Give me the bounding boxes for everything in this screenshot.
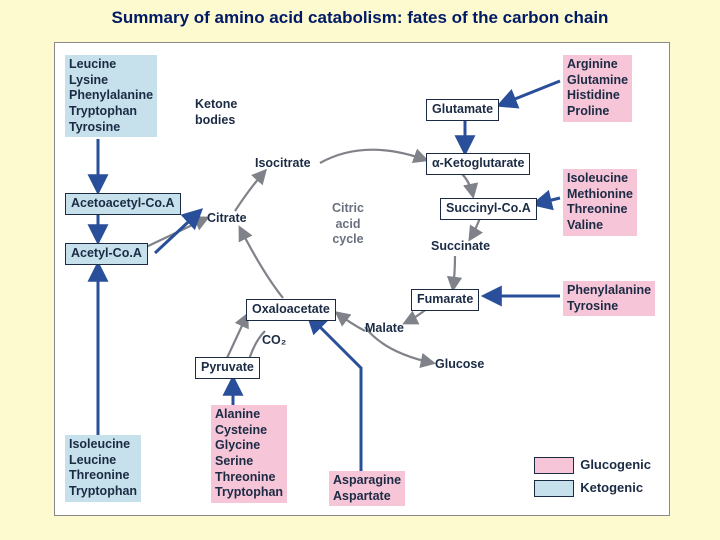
node-ketone-bodies: Ketone bodies (195, 97, 237, 128)
node-alpha-ketoglutarate: α-Ketoglutarate (426, 153, 530, 175)
node-glutamate: Glutamate (426, 99, 499, 121)
node-citrate: Citrate (207, 211, 247, 227)
page-title: Summary of amino acid catabolism: fates … (0, 8, 720, 28)
legend-label-ketogenic: Ketogenic (580, 480, 643, 495)
legend-swatch-blue (534, 480, 574, 497)
node-pyruvate: Pyruvate (195, 357, 260, 379)
node-malate: Malate (365, 321, 404, 337)
legend-swatch-pink (534, 457, 574, 474)
node-succinate: Succinate (431, 239, 490, 255)
legend-ketogenic: Ketogenic (534, 480, 651, 497)
diagram-panel: Ketone bodies Isocitrate Citrate Oxaloac… (54, 42, 670, 516)
node-acetoacetyl-coa: Acetoacetyl-Co.A (65, 193, 181, 215)
legend-label-glucogenic: Glucogenic (580, 457, 651, 472)
node-oxaloacetate: Oxaloacetate (246, 299, 336, 321)
legend-glucogenic: Glucogenic (534, 457, 651, 474)
node-citric-acid-cycle: Citric acid cycle (332, 201, 364, 248)
aa-group-isoleucine-methionine: Isoleucine Methionine Threonine Valine (563, 169, 637, 236)
node-co2: CO₂ (262, 333, 286, 349)
legend: Glucogenic Ketogenic (534, 457, 651, 497)
node-glucose: Glucose (435, 357, 484, 373)
node-acetyl-coa: Acetyl-Co.A (65, 243, 148, 265)
aa-group-isoleucine-leucine: Isoleucine Leucine Threonine Tryptophan (65, 435, 141, 502)
node-isocitrate: Isocitrate (255, 156, 311, 172)
aa-group-arginine: Arginine Glutamine Histidine Proline (563, 55, 632, 122)
aa-group-alanine: Alanine Cysteine Glycine Serine Threonin… (211, 405, 287, 503)
aa-group-leucine: Leucine Lysine Phenylalanine Tryptophan … (65, 55, 157, 137)
node-fumarate: Fumarate (411, 289, 479, 311)
aa-group-asparagine: Asparagine Aspartate (329, 471, 405, 506)
node-succinyl-coa: Succinyl-Co.A (440, 198, 537, 220)
aa-group-phenylalanine-tyrosine: Phenylalanine Tyrosine (563, 281, 655, 316)
